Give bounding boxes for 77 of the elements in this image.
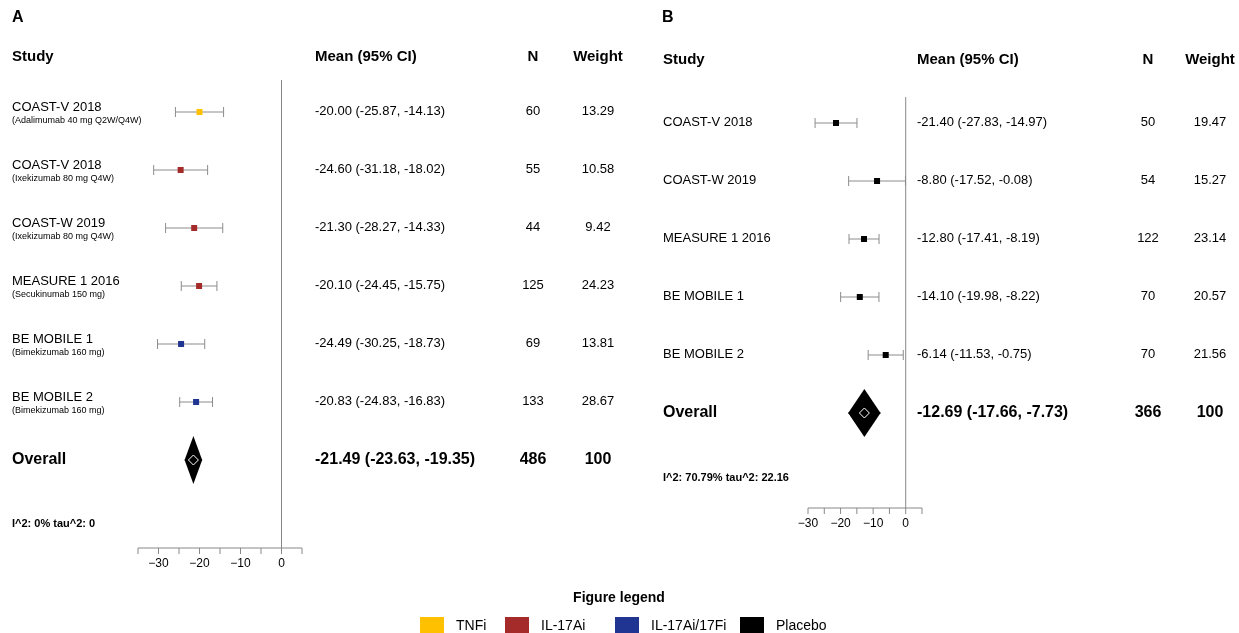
text: 125	[522, 277, 544, 293]
y-tick-label: BE MOBILE 2	[663, 346, 744, 362]
y-tick-label: COAST-V 2018 (Ixekizumab 80 mg Q4W)	[12, 157, 115, 184]
text: N	[1142, 49, 1154, 67]
text: 21.56	[1193, 346, 1227, 362]
x-tick-label: −10	[230, 556, 251, 571]
y-tick-label: COAST-V 2018	[663, 114, 753, 130]
text: Weight	[573, 46, 623, 64]
text: -20.83 (-24.83, -16.83)	[315, 393, 446, 409]
text: 60	[525, 103, 541, 119]
legend-label: TNFi	[456, 616, 487, 633]
y-tick-label: BE MOBILE 2 (Bimekizumab 160 mg)	[12, 389, 105, 416]
text: 24.23	[581, 277, 615, 293]
text: 10.58	[581, 161, 615, 177]
x-tick-label: 0	[902, 516, 910, 531]
text: 366	[1134, 403, 1162, 421]
text: 133	[522, 393, 544, 409]
text: 15.27	[1193, 172, 1227, 188]
y-tick-label: MEASURE 1 2016 (Secukinumab 150 mg)	[12, 273, 120, 300]
text: -20.10 (-24.45, -15.75)	[315, 277, 446, 293]
annotation: -21.40 (-27.83, -14.97)	[917, 114, 1048, 130]
text: 50	[1140, 114, 1156, 130]
text: Mean (95% CI)	[315, 46, 417, 64]
text: 54	[1140, 172, 1156, 188]
y-tick-label: MEASURE 1 2016	[663, 230, 771, 246]
text: 486	[519, 450, 547, 468]
x-tick-label: −20	[189, 556, 210, 571]
legend-label: IL-17Ai	[541, 616, 586, 633]
text: 44	[525, 219, 541, 235]
chart-title: A	[12, 8, 24, 26]
y-tick-label: COAST-W 2019 (Ixekizumab 80 mg Q4W)	[12, 215, 115, 242]
text: Study	[663, 49, 706, 67]
text: N	[527, 46, 539, 64]
legend-label: Placebo	[776, 616, 827, 633]
text: 13.81	[581, 335, 615, 351]
text: 19.47	[1193, 114, 1227, 130]
x-tick-label: −20	[830, 516, 852, 531]
text: 100	[1196, 403, 1224, 421]
x-tick-label: 0	[278, 556, 286, 571]
x-tick-label: −30	[797, 516, 819, 531]
annotation: -12.69 (-17.66, -7.73)	[917, 403, 1069, 421]
legend-label: IL-17Ai/17Fi	[651, 616, 727, 633]
y-tick-label: BE MOBILE 1 (Bimekizumab 160 mg)	[12, 331, 105, 358]
text: -24.49 (-30.25, -18.73)	[315, 335, 446, 351]
text: -21.49 (-23.63, -19.35)	[315, 450, 476, 468]
y-tick-label: BE MOBILE 1	[663, 288, 744, 304]
text: Mean (95% CI)	[917, 49, 1019, 67]
x-tick-label: −10	[862, 516, 884, 531]
text: 55	[525, 161, 541, 177]
y-tick-label: COAST-W 2019	[663, 172, 757, 188]
text: I^2: 0% tau^2: 0	[12, 516, 96, 529]
text: 70	[1140, 346, 1156, 362]
text: B	[662, 8, 674, 26]
annotation: -14.10 (-19.98, -8.22)	[917, 288, 1040, 304]
text: 20.57	[1193, 288, 1227, 304]
text: 100	[584, 450, 612, 468]
text: 13.29	[581, 103, 615, 119]
text: 23.14	[1193, 230, 1227, 246]
text: 70	[1140, 288, 1156, 304]
annotation: -6.14 (-11.53, -0.75)	[917, 346, 1032, 362]
annotation: -8.80 (-17.52, -0.08)	[917, 172, 1033, 188]
legend-title: Figure legend	[573, 588, 665, 605]
y-tick-label: Overall	[663, 403, 718, 421]
text: 69	[525, 335, 541, 351]
text: 9.42	[585, 219, 611, 235]
text: 28.67	[581, 393, 615, 409]
y-tick-label: Overall	[12, 450, 67, 468]
y-tick-label: COAST-V 2018 (Adalimumab 40 mg Q2W/Q4W)	[12, 99, 142, 126]
text: 122	[1137, 230, 1159, 246]
text: Study	[12, 46, 55, 64]
text: -21.30 (-28.27, -14.33)	[315, 219, 446, 235]
text: -20.00 (-25.87, -14.13)	[315, 103, 446, 119]
text: Weight	[1185, 49, 1235, 67]
annotation: -12.80 (-17.41, -8.19)	[917, 230, 1040, 246]
text: I^2: 70.79% tau^2: 22.16	[663, 470, 789, 483]
x-tick-label: −30	[148, 556, 169, 571]
text: -24.60 (-31.18, -18.02)	[315, 161, 446, 177]
